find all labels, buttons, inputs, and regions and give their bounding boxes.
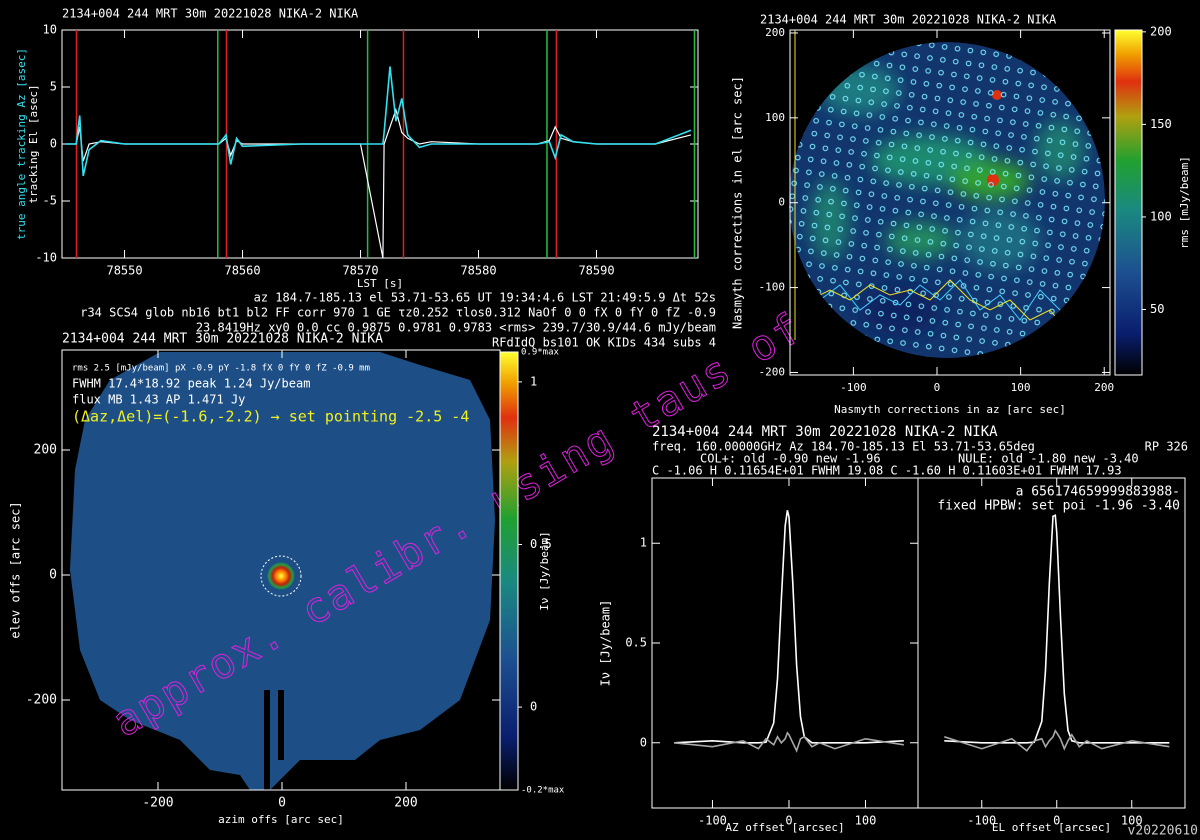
- colorbar-tick-label: 0: [530, 700, 537, 714]
- map-annotation: (Δaz,Δel)=(-1.6,-2.2) → set pointing -2.…: [72, 408, 469, 426]
- x-tick-label: 200: [1094, 381, 1114, 394]
- scan-title: 2134+004 244 MRT 30m 20221028 NIKA-2 NIK…: [652, 424, 998, 440]
- beam-circle: [260, 555, 302, 597]
- colorbar-top-label: 0.9*max: [521, 348, 560, 358]
- x-axis-label: AZ offset [arcsec]: [725, 821, 844, 834]
- y-axis-label: Nasmyth corrections in el [arc sec]: [731, 76, 745, 329]
- colorbar: [499, 351, 519, 791]
- map-gap: [278, 690, 284, 760]
- nasmyth-disk: [789, 42, 1105, 358]
- colorbar-tick-label: 0.5: [530, 537, 552, 551]
- colorbar-tick-label: 1: [530, 374, 537, 388]
- info-line: r34 SCS4 glob nb16 bt1 bl2 FF corr 970 1…: [80, 306, 716, 320]
- scan-header: COL+: old -0.90 new -1.96: [700, 452, 881, 466]
- series-line: [674, 731, 904, 753]
- x-axis-label: EL offset [arcsec]: [992, 821, 1111, 834]
- scan-header: C -1.06 H 0.11654E+01 FWHM 19.08 C -1.60…: [652, 464, 1122, 478]
- x-tick-label: 100: [1011, 381, 1031, 394]
- info-line: az 184.7-185.13 el 53.71-53.65 UT 19:34:…: [254, 291, 716, 305]
- colorbar-label: Iν [Jy/beam]: [538, 531, 551, 610]
- x-tick-label: 78570: [342, 264, 378, 278]
- x-tick-label: -100: [698, 814, 727, 828]
- y-axis-label: Iν [Jy/beam]: [599, 600, 613, 687]
- colorbar-tick-label: 100: [1150, 209, 1172, 223]
- y-tick-label: -200: [26, 693, 57, 708]
- chart-title: 2134+004 244 MRT 30m 20221028 NIKA-2 NIK…: [760, 13, 1057, 27]
- colorbar-label: rms [mJy/beam]: [1178, 156, 1191, 249]
- map-annotation: FWHM 17.4*18.92 peak 1.24 Jy/beam: [72, 377, 310, 391]
- y-tick-label: -10: [35, 251, 57, 265]
- y-tick-label: 0: [778, 196, 785, 209]
- scan-header: RP 326: [1145, 440, 1188, 454]
- y-tick-label: 200: [765, 26, 785, 39]
- x-axis-label: azim offs [arc sec]: [218, 813, 344, 826]
- x-tick-label: 78550: [106, 264, 142, 278]
- x-tick-label: -100: [967, 814, 996, 828]
- scan-header: NULE: old -1.80 new -3.40: [958, 452, 1139, 466]
- y-tick-label: 200: [34, 443, 57, 458]
- colorbar-bottom-label: -0.2*max: [521, 786, 565, 796]
- colorbar-tick-label: 200: [1150, 24, 1172, 38]
- scan-header: freq. 160.00000GHz Az 184.70-185.13 El 5…: [652, 440, 1035, 454]
- y-axis-label: true angle tracking Az [asec]: [15, 48, 28, 240]
- version: v20220610: [1128, 824, 1198, 839]
- colorbar-tick-label: 50: [1150, 302, 1164, 316]
- source: [267, 562, 295, 590]
- y-tick-label: 5: [50, 80, 57, 94]
- y-tick-label: -100: [759, 281, 786, 294]
- series-line: [65, 66, 692, 177]
- y-tick-label: 0.5: [625, 636, 647, 650]
- x-tick-label: 100: [855, 814, 877, 828]
- y-tick-label: 0: [50, 137, 57, 151]
- series-line: [674, 510, 904, 744]
- map-annotation: rms 2.5 [mJy/beam] pX -0.9 pY -1.8 fX 0 …: [72, 364, 370, 374]
- chart-title: 2134+004 244 MRT 30m 20221028 NIKA-2 NIK…: [62, 332, 383, 347]
- map-gap: [264, 690, 270, 790]
- map-annotation: flux MB 1.43 AP 1.471 Jy: [72, 393, 245, 407]
- y-axis-label-2: tracking El [asec]: [27, 84, 40, 203]
- chart-title: 2134+004 244 MRT 30m 20221028 NIKA-2 NIK…: [62, 7, 359, 21]
- y-tick-label: 0: [640, 735, 647, 749]
- x-tick-label: 0: [1053, 814, 1060, 828]
- y-tick-label: 10: [43, 23, 57, 37]
- x-tick-label: 0: [278, 796, 286, 811]
- x-tick-label: -200: [142, 796, 173, 811]
- y-tick-label: 1: [640, 536, 647, 550]
- x-tick-label: 78560: [224, 264, 260, 278]
- series-line: [944, 514, 1170, 744]
- colorbar-tick-label: 150: [1150, 117, 1172, 131]
- x-tick-label: 200: [394, 796, 417, 811]
- scan-annotation: a 656174659999883988-: [1016, 485, 1180, 500]
- x-axis-label: LST [s]: [357, 277, 403, 290]
- colorbar: [1114, 29, 1143, 376]
- x-tick-label: 100: [1121, 814, 1143, 828]
- x-tick-label: 78590: [578, 264, 614, 278]
- series-line: [944, 729, 1170, 752]
- info-line: 23.8419Hz xy0 0.0 cc 0.9875 0.9781 0.978…: [196, 321, 716, 335]
- x-tick-label: 0: [934, 381, 941, 394]
- scan-annotation: fixed HPBW: set poi -1.96 -3.40: [937, 499, 1180, 514]
- info-line: RFdIdQ bs101 OK KIDs 434 subs 4: [492, 336, 716, 350]
- series-line: [65, 107, 692, 259]
- x-tick-label: -100: [840, 381, 867, 394]
- y-tick-label: 0: [49, 568, 57, 583]
- x-axis-label: Nasmyth corrections in az [arc sec]: [834, 403, 1066, 416]
- plot-frame: [917, 477, 1186, 809]
- x-tick-label: 0: [785, 814, 792, 828]
- x-tick-label: 78580: [460, 264, 496, 278]
- y-axis-label: elev offs [arc sec]: [9, 501, 23, 638]
- y-tick-label: -5: [43, 194, 57, 208]
- y-tick-label: 100: [765, 111, 785, 124]
- y-tick-label: -200: [759, 365, 786, 378]
